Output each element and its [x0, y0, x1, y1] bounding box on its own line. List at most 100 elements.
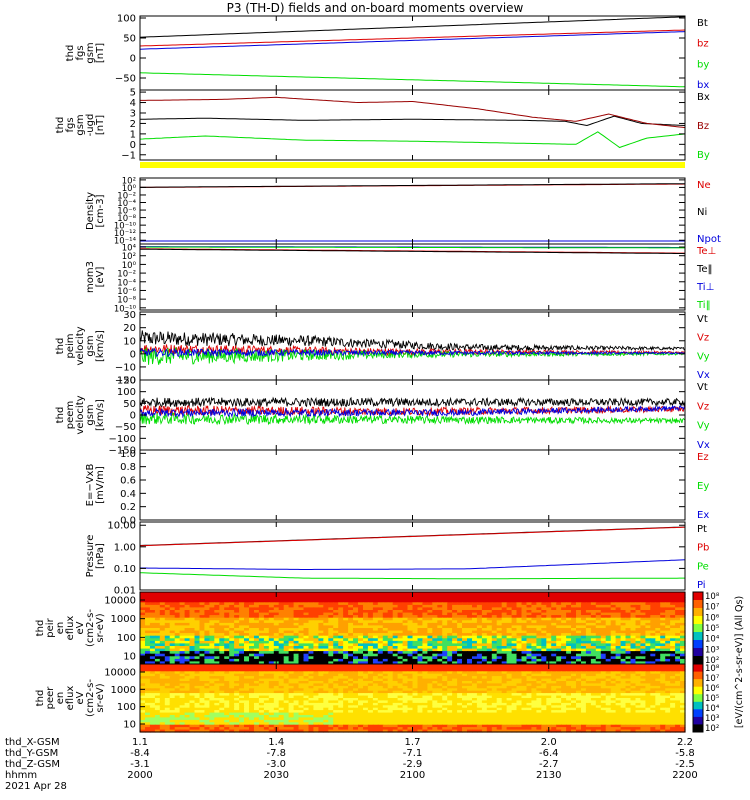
- heatmap-cell: [516, 630, 523, 634]
- heatmap-cell: [457, 628, 463, 632]
- heatmap-cell: [387, 607, 394, 611]
- heatmap-cell: [333, 651, 339, 655]
- heatmap-cell: [363, 690, 369, 694]
- heatmap-cell: [382, 599, 389, 603]
- heatmap-cell: [367, 695, 374, 699]
- heatmap-cell: [541, 664, 547, 667]
- heatmap-cell: [615, 676, 622, 680]
- heatmap-cell: [417, 688, 424, 692]
- heatmap-cell: [308, 688, 315, 692]
- heatmap-cell: [179, 651, 186, 655]
- heatmap-cell: [194, 625, 201, 629]
- heatmap-cell: [511, 594, 518, 598]
- y-tick-label: 2: [130, 119, 136, 130]
- heatmap-cell: [397, 661, 404, 665]
- heatmap-cell: [585, 604, 592, 609]
- heatmap-cell: [244, 635, 250, 639]
- heatmap-cell: [437, 602, 443, 606]
- heatmap-cell: [288, 658, 295, 663]
- heatmap-cell: [204, 640, 210, 645]
- heatmap-cell: [610, 643, 617, 647]
- heatmap-cell: [457, 693, 463, 697]
- heatmap-cell: [581, 646, 587, 650]
- heatmap-cell: [249, 625, 255, 629]
- heatmap-cell: [496, 685, 503, 689]
- heatmap-cell: [496, 597, 503, 601]
- heatmap-cell: [353, 625, 359, 629]
- heatmap-cell: [437, 690, 443, 694]
- heatmap-cell: [511, 607, 518, 611]
- heatmap-cell: [169, 658, 176, 663]
- heatmap-cell: [154, 610, 161, 614]
- heatmap-cell: [239, 625, 245, 629]
- heatmap-cell: [184, 599, 191, 603]
- heatmap-cell: [615, 638, 622, 642]
- heatmap-cell: [531, 633, 537, 637]
- heatmap-cell: [244, 604, 250, 609]
- heatmap-cell: [288, 656, 295, 660]
- heatmap-cell: [348, 617, 354, 621]
- heatmap-cell: [402, 615, 409, 619]
- heatmap-cell: [536, 693, 542, 697]
- heatmap-cell: [680, 643, 686, 647]
- heatmap-cell: [462, 651, 468, 655]
- heatmap-cell: [675, 688, 681, 692]
- heatmap-cell: [561, 615, 567, 619]
- heatmap-cell: [367, 666, 374, 670]
- heatmap-cell: [353, 683, 359, 687]
- heatmap-cell: [432, 673, 438, 677]
- heatmap-cell: [387, 695, 394, 699]
- heatmap-cell: [154, 594, 161, 598]
- y-tick-label: 10.00: [107, 521, 136, 532]
- heatmap-cell: [625, 640, 632, 645]
- heatmap-cell: [343, 653, 349, 657]
- heatmap-cell: [422, 607, 428, 611]
- heatmap-cell: [620, 681, 627, 684]
- heatmap-cell: [417, 690, 424, 694]
- heatmap-cell: [422, 617, 428, 621]
- heatmap-cell: [239, 666, 245, 670]
- heatmap-cell: [556, 612, 562, 616]
- heatmap-cell: [526, 635, 533, 639]
- heatmap-cell: [472, 620, 478, 624]
- heatmap-cell: [442, 688, 448, 692]
- heatmap-cell: [328, 661, 334, 665]
- heatmap-cell: [620, 635, 627, 639]
- heatmap-cell: [407, 693, 414, 697]
- heatmap-cell: [496, 651, 503, 655]
- heatmap-cell: [293, 620, 300, 624]
- y-tick-label: 10⁻²: [117, 270, 136, 280]
- heatmap-cell: [313, 625, 319, 629]
- heatmap-cell: [387, 620, 394, 624]
- heatmap-cell: [600, 610, 607, 614]
- heatmap-cell: [620, 658, 627, 663]
- heatmap-cell: [268, 648, 275, 652]
- heatmap-cell: [145, 625, 151, 629]
- heatmap-cell: [348, 597, 354, 601]
- heatmap-cell: [154, 607, 161, 611]
- heatmap-cell: [258, 607, 265, 611]
- heatmap-cell: [472, 666, 478, 670]
- heatmap-cell: [675, 693, 681, 697]
- heatmap-cell: [541, 638, 547, 642]
- heatmap-cell: [630, 643, 637, 647]
- heatmap-cell: [595, 653, 602, 657]
- heatmap-cell: [293, 664, 300, 667]
- heatmap-cell: [258, 693, 265, 697]
- heatmap-cell: [145, 661, 151, 665]
- heatmap-cell: [590, 638, 597, 642]
- heatmap-cell: [427, 658, 433, 663]
- heatmap-cell: [367, 604, 374, 609]
- heatmap-cell: [536, 683, 542, 687]
- heatmap-cell: [625, 653, 632, 657]
- heatmap-cell: [358, 630, 364, 634]
- heatmap-cell: [486, 676, 493, 680]
- heatmap-cell: [521, 604, 528, 609]
- heatmap-cell: [620, 628, 627, 632]
- heatmap-cell: [313, 668, 319, 672]
- heatmap-cell: [427, 690, 433, 694]
- heatmap-cell: [169, 690, 176, 694]
- heatmap-cell: [149, 630, 156, 634]
- heatmap-cell: [234, 597, 240, 601]
- legend-pe: Pe: [697, 561, 709, 572]
